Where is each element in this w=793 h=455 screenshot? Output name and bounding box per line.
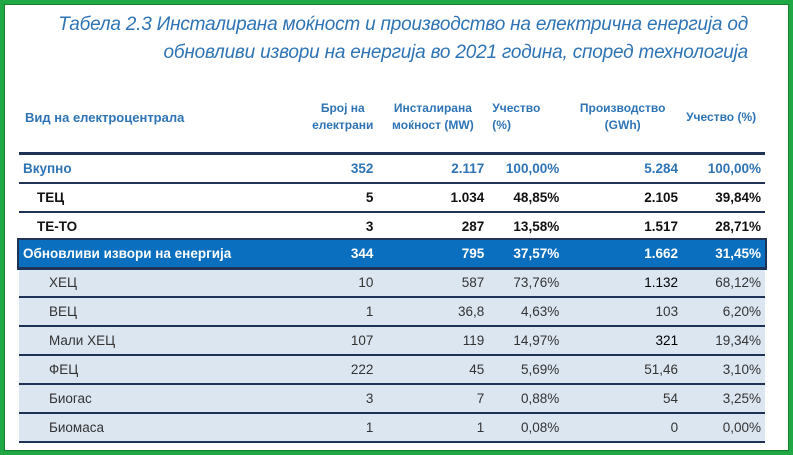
table-row: ХЕЦ 10 587 73,76% 1.132 68,12% xyxy=(19,267,765,297)
cell-mw: 36,8 xyxy=(377,296,489,326)
data-table: Вид на електроцентрала Број на електрани… xyxy=(17,82,767,443)
cell-gwh-share: 3,25% xyxy=(682,383,765,413)
document-frame: Табела 2.3 Инсталирана моќност и произво… xyxy=(4,4,789,451)
cell-mw: 1 xyxy=(377,412,489,443)
col-header-gwh-share: Учество (%) xyxy=(686,109,757,124)
cell-count: 3 xyxy=(308,211,378,240)
cell-name: Обновливи извори на енергија xyxy=(19,240,309,268)
cell-gwh: 103 xyxy=(563,296,683,326)
table-row: Обновливи извори на енергија 344 795 37,57%… xyxy=(17,238,767,270)
cell-gwh: 321 xyxy=(563,325,683,355)
cell-gwh: 1.662 xyxy=(563,240,683,268)
table-row: Биомаса 1 1 0,08% 0 0,00% xyxy=(19,412,765,443)
table-row: Вкупно 352 2.117 100,00% 5.284 100,00% xyxy=(19,152,765,183)
cell-mw-share: 37,57% xyxy=(488,240,564,268)
cell-mw-share: 0,88% xyxy=(488,383,564,413)
cell-gwh: 1.517 xyxy=(563,211,683,240)
cell-name: Мали ХЕЦ xyxy=(19,325,309,355)
cell-mw-share: 5,69% xyxy=(488,354,564,384)
col-header-count: Број на електрани xyxy=(312,101,374,132)
cell-name: Вкупно xyxy=(19,152,309,183)
cell-count: 10 xyxy=(308,267,378,297)
cell-mw-share: 13,58% xyxy=(488,211,564,240)
cell-name: Биомаса xyxy=(19,412,309,443)
table-row: Мали ХЕЦ 107 119 14,97% 321 19,34% xyxy=(19,325,765,355)
cell-name: ВЕЦ xyxy=(19,296,309,326)
cell-count: 344 xyxy=(308,240,378,268)
cell-mw-share: 73,76% xyxy=(488,267,564,297)
col-header-mw: Инсталирана моќност (MW) xyxy=(392,101,474,132)
cell-mw: 1.034 xyxy=(377,182,489,212)
cell-mw: 7 xyxy=(377,383,489,413)
cell-count: 1 xyxy=(308,412,378,443)
cell-mw: 795 xyxy=(377,240,489,268)
cell-count: 352 xyxy=(308,152,378,183)
cell-gwh-share: 68,12% xyxy=(682,267,765,297)
cell-gwh: 51,46 xyxy=(563,354,683,384)
cell-mw-share: 100,00% xyxy=(488,152,564,183)
table-row: Биогас 3 7 0,88% 54 3,25% xyxy=(19,383,765,413)
cell-mw: 45 xyxy=(377,354,489,384)
cell-count: 3 xyxy=(308,383,378,413)
cell-gwh-share: 19,34% xyxy=(682,325,765,355)
cell-name: ТЕ-ТО xyxy=(19,211,309,240)
cell-gwh-share: 39,84% xyxy=(682,182,765,212)
table-row: ТЕЦ 5 1.034 48,85% 2.105 39,84% xyxy=(19,182,765,212)
cell-mw: 287 xyxy=(377,211,489,240)
cell-mw-share: 4,63% xyxy=(488,296,564,326)
cell-mw-share: 14,97% xyxy=(488,325,564,355)
cell-gwh: 2.105 xyxy=(563,182,683,212)
cell-mw-share: 48,85% xyxy=(488,182,564,212)
col-header-type: Вид на електроцентрала xyxy=(25,109,185,125)
cell-mw: 119 xyxy=(377,325,489,355)
cell-count: 107 xyxy=(308,325,378,355)
cell-gwh-share: 3,10% xyxy=(682,354,765,384)
cell-name: ФЕЦ xyxy=(19,354,309,384)
cell-gwh-share: 31,45% xyxy=(682,240,765,268)
table-row: ВЕЦ 1 36,8 4,63% 103 6,20% xyxy=(19,296,765,326)
cell-mw: 587 xyxy=(377,267,489,297)
cell-gwh: 0 xyxy=(563,412,683,443)
cell-name: ТЕЦ xyxy=(19,182,309,212)
table-title: Табела 2.3 Инсталирана моќност и произво… xyxy=(58,14,748,63)
cell-name: Биогас xyxy=(19,383,309,413)
cell-gwh: 54 xyxy=(563,383,683,413)
table-row: ФЕЦ 222 45 5,69% 51,46 3,10% xyxy=(19,354,765,384)
cell-count: 222 xyxy=(308,354,378,384)
cell-gwh-share: 28,71% xyxy=(682,211,765,240)
cell-count: 5 xyxy=(308,182,378,212)
cell-gwh-share: 6,20% xyxy=(682,296,765,326)
cell-mw-share: 0,08% xyxy=(488,412,564,443)
cell-gwh: 5.284 xyxy=(563,152,683,183)
cell-mw: 2.117 xyxy=(377,152,489,183)
table-row: ТЕ-ТО 3 287 13,58% 1.517 28,71% xyxy=(19,211,765,240)
cell-gwh: 1.132 xyxy=(563,267,683,297)
cell-name: ХЕЦ xyxy=(19,267,309,297)
col-header-gwh: Производство (GWh) xyxy=(579,101,666,132)
cell-count: 1 xyxy=(308,296,378,326)
cell-gwh-share: 0,00% xyxy=(682,412,765,443)
header-row: Вид на електроцентрала Број на електрани… xyxy=(19,82,765,154)
cell-gwh-share: 100,00% xyxy=(682,152,765,183)
col-header-mw-share: Учество (%) xyxy=(492,101,541,132)
